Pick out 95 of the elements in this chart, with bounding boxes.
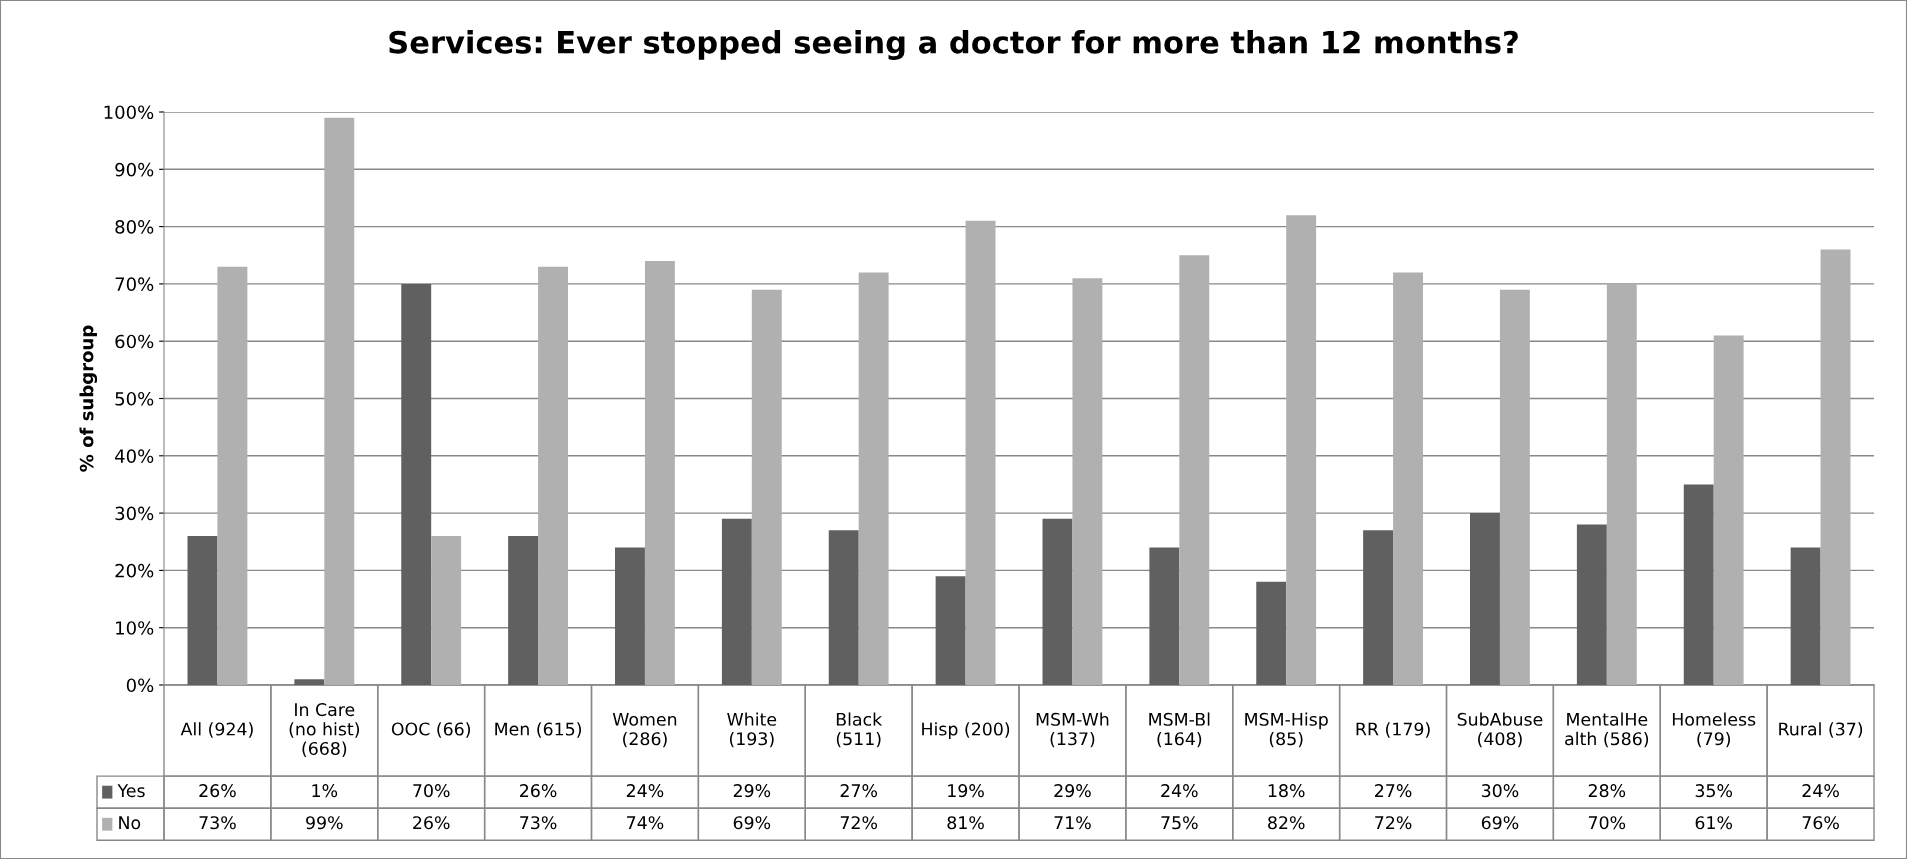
bar (1179, 255, 1210, 685)
bar (1713, 335, 1744, 685)
data-label: 99% (306, 816, 343, 830)
bar (324, 117, 355, 685)
data-label: 27% (840, 784, 878, 798)
data-label: 26% (199, 784, 236, 798)
y-tick-label: 80% (115, 220, 154, 234)
x-tick-label: OOC (66) (391, 722, 470, 738)
bar (1606, 283, 1637, 685)
data-label: 73% (520, 816, 557, 830)
y-axis-title: % of subgroup (79, 325, 98, 472)
bar (1363, 530, 1394, 685)
bar (217, 266, 248, 685)
bar (1393, 272, 1423, 685)
x-tick-label: White (193) (727, 712, 777, 748)
bar (1470, 513, 1500, 685)
bar (935, 576, 966, 685)
data-label: 72% (840, 816, 878, 830)
x-tick-label: Hisp (200) (922, 722, 1010, 739)
legend-label: Yes (117, 784, 145, 798)
data-label: 24% (1161, 784, 1198, 798)
data-label: 74% (627, 816, 664, 830)
data-label: 26% (520, 784, 557, 798)
bar (858, 272, 889, 685)
bar (294, 679, 325, 685)
y-tick-label: 60% (115, 334, 154, 349)
data-label: 26% (413, 816, 450, 830)
x-tick-label: RR (179) (1356, 722, 1430, 738)
data-label: 61% (1695, 816, 1733, 830)
data-label: 35% (1695, 784, 1733, 798)
data-label: 18% (1268, 784, 1305, 798)
bar (615, 547, 645, 685)
y-tick-label: 100% (104, 105, 154, 120)
data-label: 71% (1054, 816, 1091, 830)
x-tick-label: In Care (no hist) (668) (289, 703, 360, 758)
bar (965, 220, 996, 685)
bar (431, 536, 462, 685)
bar (1499, 289, 1530, 685)
x-tick-label: MSM-Bl (164) (1149, 712, 1210, 748)
data-label: 82% (1268, 816, 1305, 830)
x-tick-label: Black (511) (836, 712, 883, 748)
bar (1683, 484, 1714, 685)
bar (1072, 278, 1103, 685)
bar (1820, 249, 1851, 685)
y-tick-label: 90% (115, 162, 154, 177)
x-tick-label: Women (286) (612, 712, 677, 748)
data-label: 72% (1375, 816, 1412, 830)
bar (1576, 524, 1607, 685)
data-label: 70% (1588, 816, 1626, 830)
data-label: 28% (1588, 784, 1626, 798)
data-label: 69% (1481, 816, 1519, 830)
bar (187, 536, 218, 685)
y-tick-label: 50% (115, 391, 154, 406)
bar (401, 283, 432, 685)
bar (644, 260, 675, 685)
x-tick-label: Rural (37) (1779, 722, 1863, 738)
bar (751, 289, 782, 685)
data-label: 81% (947, 816, 984, 830)
data-label: 75% (1161, 816, 1198, 830)
bar (1042, 518, 1073, 685)
data-label: 24% (1802, 784, 1839, 798)
y-tick-label: 40% (115, 449, 154, 463)
x-tick-label: MSM-Hisp (85) (1245, 712, 1328, 748)
bar (508, 536, 539, 685)
x-tick-label: MentalHe alth (586) (1565, 712, 1649, 748)
x-tick-label: Homeless (79) (1672, 712, 1756, 748)
x-tick-label: MSM-Wh (137) (1036, 712, 1109, 748)
data-label: 27% (1375, 784, 1412, 798)
data-label: 19% (948, 784, 984, 798)
data-label: 29% (1054, 784, 1091, 798)
data-label: 76% (1802, 816, 1839, 830)
x-tick-label: SubAbuse (408) (1457, 712, 1543, 748)
bar (1286, 215, 1317, 685)
data-label: 70% (413, 784, 450, 798)
bar (828, 530, 859, 685)
bar (538, 266, 568, 685)
y-tick-label: 30% (115, 506, 154, 521)
bar (1149, 547, 1180, 685)
x-tick-label: All (924) (180, 722, 253, 738)
chart-title: Services: Ever stopped seeing a doctor for more than 12 months? (389, 30, 1518, 60)
legend-label: No (119, 816, 141, 830)
bar (721, 518, 752, 685)
data-label: 73% (199, 816, 236, 830)
y-tick-label: 70% (115, 277, 154, 292)
data-label: 1% (312, 784, 338, 798)
y-tick-label: 10% (116, 621, 154, 635)
data-label: 69% (733, 816, 771, 830)
y-tick-label: 0% (126, 678, 154, 693)
data-label: 24% (626, 784, 664, 798)
data-label: 30% (1481, 784, 1519, 798)
x-tick-label: Men (615) (495, 722, 581, 738)
data-label: 29% (733, 784, 771, 798)
bar (1790, 547, 1821, 685)
bar (1256, 581, 1287, 685)
y-tick-label: 20% (115, 563, 154, 578)
